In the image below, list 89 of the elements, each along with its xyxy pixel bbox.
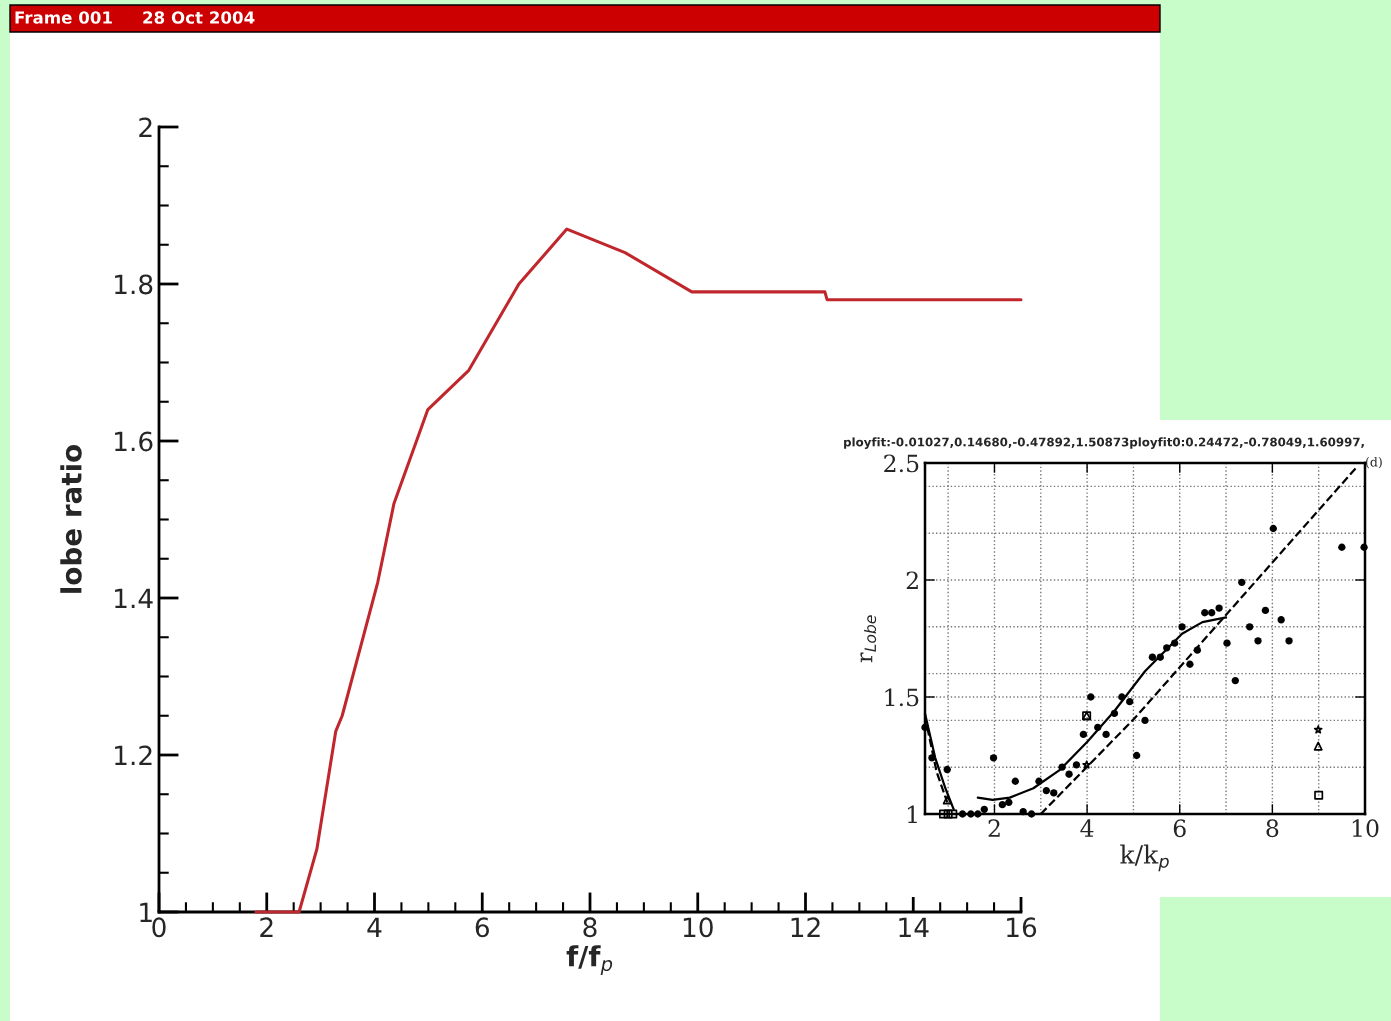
- x-axis-title: k/k$_{p}$: [1120, 844, 1169, 872]
- y-tick-label: 1.5: [885, 688, 919, 707]
- y-tick-label: 1.2: [115, 745, 152, 766]
- point: [998, 800, 1007, 809]
- x-tick-label: 8: [1266, 819, 1279, 838]
- y-tick-label: 1: [908, 805, 917, 823]
- point: [974, 810, 982, 818]
- point: [921, 723, 929, 732]
- x-tick-label: 16: [1007, 917, 1037, 938]
- text: Frame 001: [15, 11, 112, 24]
- x-tick-label: 14: [899, 917, 929, 937]
- chart-title: ployfit:-0.01027,0.14680,-0.47892,1.50873ployfit0:0.24472,-0.78049,1.60997,: [844, 437, 1364, 449]
- x-axis-title: f/f$_{p}$: [566, 945, 613, 975]
- point: [1360, 543, 1368, 551]
- x-tick-label: 4: [367, 917, 382, 937]
- y-tick-label: 1: [140, 902, 152, 923]
- x-tick-label: 4: [1080, 819, 1094, 837]
- point: [943, 809, 953, 819]
- point: [948, 809, 958, 819]
- point: [928, 754, 936, 762]
- x-tick-label: 10: [1352, 819, 1379, 838]
- x-tick-label: 0: [152, 917, 166, 938]
- point: [1072, 761, 1081, 769]
- point: [1313, 725, 1323, 734]
- point: [1223, 639, 1231, 647]
- point: [1027, 810, 1036, 818]
- y-tick-label: 2: [906, 571, 918, 589]
- point: [1102, 730, 1110, 739]
- point: [1082, 760, 1091, 769]
- point: [1313, 741, 1323, 751]
- y-axis-title: r$_{Lobe}$: [860, 615, 877, 663]
- point: [1156, 653, 1164, 661]
- point: [1019, 807, 1027, 816]
- point: [1042, 786, 1051, 795]
- point: [1035, 777, 1043, 785]
- point: [942, 795, 952, 805]
- point: [1261, 606, 1270, 615]
- point: [1005, 798, 1013, 806]
- point: [1141, 716, 1149, 725]
- x-tick-label: 12: [791, 917, 820, 937]
- x-tick-label: 2: [260, 917, 273, 937]
- point: [1231, 676, 1239, 685]
- point: [1170, 639, 1179, 647]
- point: [1011, 777, 1019, 785]
- point: [1246, 623, 1254, 631]
- x-tick-label: 6: [475, 917, 489, 938]
- point: [1254, 637, 1262, 645]
- y-tick-label: 1.4: [115, 588, 153, 609]
- point: [1208, 609, 1216, 617]
- y-tick-label: 1.6: [115, 431, 153, 452]
- y-tick-label: 1.8: [115, 274, 153, 295]
- x-tick-label: 8: [583, 917, 597, 938]
- point: [989, 754, 998, 762]
- point: [980, 805, 988, 813]
- point: [1058, 763, 1066, 771]
- point: [1186, 660, 1194, 668]
- point: [1215, 604, 1223, 612]
- y-axis-title: lobe ratio: [60, 445, 82, 593]
- x-tick-label: 6: [1173, 819, 1186, 838]
- point: [1193, 646, 1202, 654]
- point: [1079, 730, 1088, 739]
- point: [939, 809, 949, 819]
- y-tick-label: 2: [139, 117, 152, 138]
- point: [1277, 616, 1285, 624]
- text: (d): [1365, 456, 1382, 469]
- point: [943, 765, 951, 774]
- point: [1285, 637, 1293, 645]
- point: [1094, 723, 1102, 732]
- point: [1065, 770, 1073, 778]
- point: [1201, 609, 1209, 617]
- point: [1338, 543, 1346, 551]
- point: [1163, 644, 1171, 652]
- x-tick-label: 2: [988, 819, 1000, 837]
- point: [1126, 698, 1134, 706]
- point: [1314, 790, 1324, 800]
- point: [1269, 524, 1277, 533]
- point: [1087, 693, 1095, 701]
- text: 28 Oct 2004: [143, 11, 255, 24]
- point: [1118, 693, 1126, 701]
- point: [967, 810, 975, 818]
- point: [1050, 789, 1058, 797]
- point: [958, 810, 967, 818]
- point: [1110, 709, 1119, 718]
- point: [1238, 578, 1246, 587]
- x-tick-label: 10: [683, 917, 713, 938]
- point: [1148, 653, 1157, 661]
- point: [1132, 751, 1141, 760]
- y-tick-label: 2.5: [884, 454, 919, 473]
- point: [1178, 623, 1186, 631]
